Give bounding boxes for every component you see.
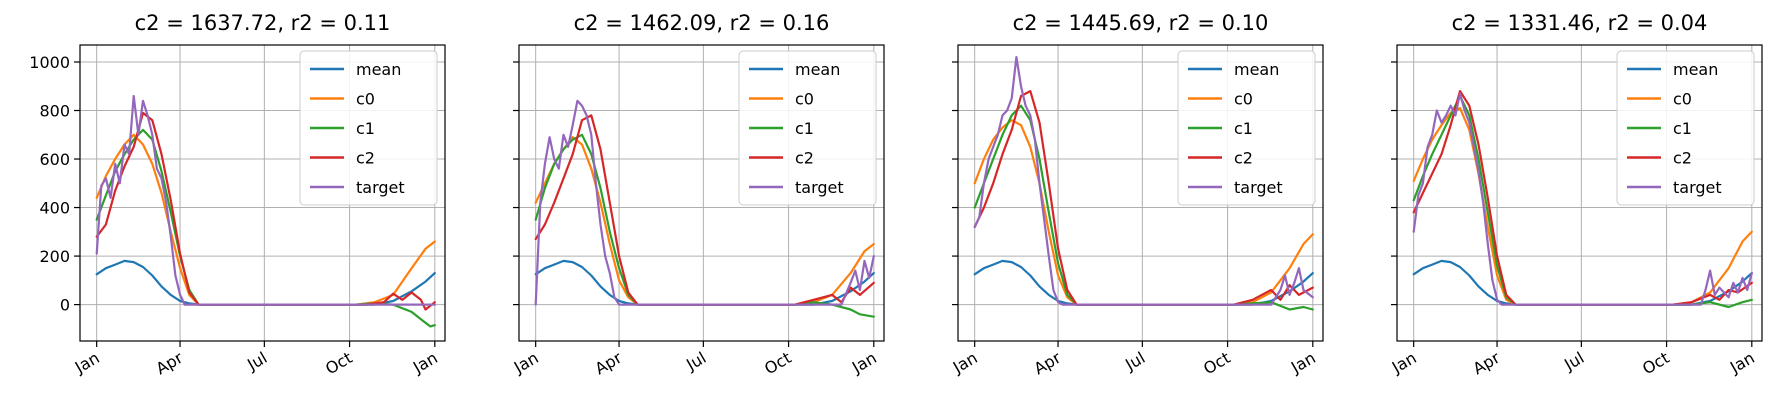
- legend: mean c0 c1 c2 target: [738, 50, 877, 206]
- series-line-c2: [1412, 90, 1753, 306]
- legend-label-target: target: [356, 178, 405, 197]
- subplot-title: c2 = 1637.72, r2 = 0.11: [135, 11, 391, 35]
- series-line-target: [534, 99, 875, 306]
- x-tick-label: Oct: [322, 348, 355, 378]
- x-tick-label: Apr: [153, 348, 187, 379]
- y-tick-label: 400: [39, 199, 70, 218]
- legend-label-mean: mean: [1673, 60, 1718, 79]
- x-tick-label: Jul: [1121, 348, 1148, 375]
- y-tick-label: 1000: [29, 53, 70, 72]
- x-tick-label: Jan: [1287, 348, 1319, 377]
- series-group: [95, 94, 436, 328]
- x-tick-label: Jan: [71, 348, 103, 377]
- series-line-target: [1412, 92, 1753, 306]
- legend-label-c2: c2: [356, 149, 375, 168]
- x-tick-label: Apr: [1031, 348, 1065, 379]
- legend: mean c0 c1 c2 target: [1177, 50, 1316, 206]
- x-tick-label: Jul: [1560, 348, 1587, 375]
- y-tick-label: 800: [39, 102, 70, 121]
- legend-label-c1: c1: [1234, 119, 1253, 138]
- x-tick-label: Jul: [243, 348, 270, 375]
- series-line-c0: [973, 119, 1314, 306]
- x-tick-label: Apr: [1470, 348, 1504, 379]
- series-group: [973, 56, 1314, 311]
- plot-frame: [79, 44, 446, 342]
- plot-frame: [957, 44, 1324, 342]
- legend-label-c1: c1: [1673, 119, 1692, 138]
- legend-box: [738, 50, 877, 206]
- subplot-4: c2 = 1331.46, r2 = 0.04 Jan Apr Jul Oct Jan me…: [1388, 11, 1763, 379]
- series-line-c2: [973, 90, 1314, 306]
- legend-label-c0: c0: [356, 90, 375, 109]
- series-line-c2: [95, 111, 436, 311]
- legend-label-target: target: [1673, 178, 1722, 197]
- x-tick-label: Apr: [592, 348, 626, 379]
- subplot-2: c2 = 1462.09, r2 = 0.16 Jan Apr Jul Oct Jan me…: [510, 11, 885, 379]
- legend-label-c2: c2: [1673, 149, 1692, 168]
- legend-label-c2: c2: [1234, 149, 1253, 168]
- x-tick-label: Oct: [1639, 348, 1672, 378]
- subplot-3: c2 = 1445.69, r2 = 0.10 Jan Apr Jul Oct Jan me…: [949, 11, 1324, 379]
- series-line-c1: [973, 104, 1314, 311]
- plot-frame: [1396, 44, 1763, 342]
- legend-label-target: target: [795, 178, 844, 197]
- legend: mean c0 c1 c2 target: [299, 50, 438, 206]
- x-tick-label: Jan: [510, 348, 542, 377]
- x-tick-label: Jan: [1726, 348, 1758, 377]
- legend-label-mean: mean: [795, 60, 840, 79]
- legend-label-c2: c2: [795, 149, 814, 168]
- x-tick-label: Jan: [1388, 348, 1420, 377]
- legend-label-c1: c1: [356, 119, 375, 138]
- subplot-title: c2 = 1462.09, r2 = 0.16: [574, 11, 830, 35]
- subplot-title: c2 = 1331.46, r2 = 0.04: [1452, 11, 1708, 35]
- y-tick-label: 0: [60, 296, 70, 315]
- legend-label-c0: c0: [1234, 90, 1253, 109]
- legend-box: [1177, 50, 1316, 206]
- series-line-c0: [95, 133, 436, 306]
- legend-label-mean: mean: [356, 60, 401, 79]
- x-tick-label: Jan: [949, 348, 981, 377]
- y-tick-label: 200: [39, 247, 70, 266]
- subplot-title: c2 = 1445.69, r2 = 0.10: [1013, 11, 1269, 35]
- series-line-c1: [1412, 94, 1753, 309]
- legend-label-mean: mean: [1234, 60, 1279, 79]
- series-group: [1412, 90, 1753, 309]
- legend-box: [299, 50, 438, 206]
- x-tick-label: Jan: [848, 348, 880, 377]
- series-line-mean: [534, 259, 875, 306]
- x-tick-label: Oct: [761, 348, 794, 378]
- legend-label-target: target: [1234, 178, 1283, 197]
- legend-label-c0: c0: [795, 90, 814, 109]
- y-tick-label: 600: [39, 150, 70, 169]
- legend-label-c0: c0: [1673, 90, 1692, 109]
- legend-box: [1616, 50, 1755, 206]
- x-tick-label: Oct: [1200, 348, 1233, 378]
- subplot-1: c2 = 1637.72, r2 = 0.11 0 200 400 600 800 1000…: [29, 11, 446, 379]
- legend: mean c0 c1 c2 target: [1616, 50, 1755, 206]
- series-group: [534, 99, 875, 318]
- plot-frame: [518, 44, 885, 342]
- series-line-target: [973, 56, 1314, 306]
- legend-label-c1: c1: [795, 119, 814, 138]
- x-tick-label: Jul: [682, 348, 709, 375]
- series-line-target: [95, 94, 436, 306]
- x-tick-label: Jan: [409, 348, 441, 377]
